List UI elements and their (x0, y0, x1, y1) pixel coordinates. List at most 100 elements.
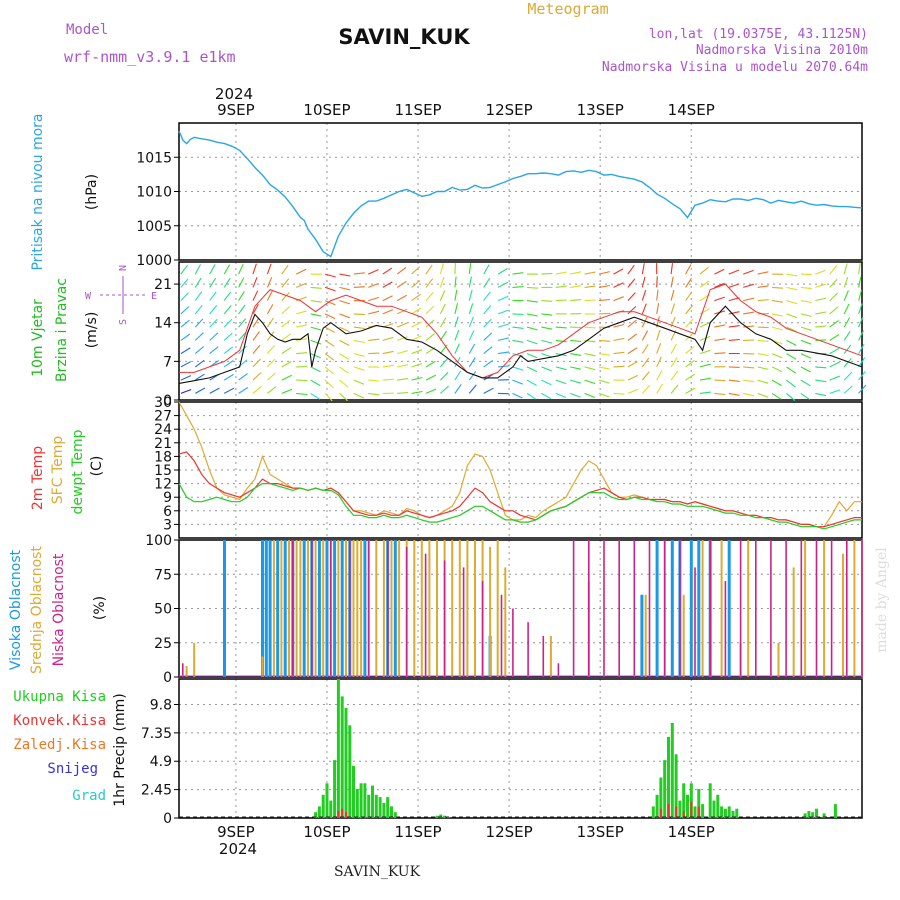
wind-arrow (598, 392, 610, 398)
low-cloud-bar (572, 540, 575, 677)
y-tick-label: 9 (163, 490, 172, 506)
wind-arrow (411, 321, 422, 328)
wind-arrow (497, 309, 509, 315)
mid-cloud-bar (337, 540, 340, 677)
wind-arrow (641, 344, 649, 354)
wind-arrow (512, 339, 524, 343)
wind-arrow (324, 273, 336, 278)
wind-arrow (714, 352, 726, 355)
wind-arrow (584, 353, 596, 357)
wind-arrow (296, 392, 308, 396)
wind-arrow (281, 264, 289, 275)
wind-arrow (656, 370, 663, 381)
low-cloud-bar (724, 581, 727, 677)
wind-arrow (512, 379, 523, 385)
wind-arrow (310, 366, 321, 373)
wind-arrow (295, 282, 307, 288)
wind-arrow (714, 379, 726, 382)
wind-arrow (786, 392, 796, 402)
wind-arrow (439, 330, 447, 341)
wind-arrow (252, 331, 260, 341)
model-name: wrf-nmm_v3.9.1 e1km (64, 48, 236, 66)
top-date-label: 9SEP (217, 101, 255, 119)
wind-arrow (223, 291, 232, 301)
high-cloud-bar (223, 540, 226, 677)
wind-arrow (771, 313, 783, 317)
wind-arrow (425, 388, 437, 394)
convective-bar (690, 801, 693, 818)
wind-arrow (757, 339, 769, 343)
wind-arrow (641, 263, 645, 275)
wind-arrow (497, 281, 509, 288)
rain-bar (386, 797, 390, 818)
wind-arrow (439, 358, 449, 368)
wind-arrow (670, 370, 679, 381)
wind-arrow (670, 289, 675, 301)
wind-arrow (627, 347, 638, 355)
rain-bar (667, 736, 670, 818)
low-cloud-bar (557, 663, 560, 677)
wind-arrow (685, 359, 695, 368)
wind-arrow (641, 316, 648, 328)
wind-arrow (483, 360, 494, 368)
mid-cloud-bar (375, 540, 378, 677)
wind-arrow (829, 333, 840, 341)
wind-arrow (541, 379, 552, 386)
wind-arrow (843, 344, 852, 354)
wind-arrow (180, 292, 189, 301)
wind-arrow (209, 264, 216, 275)
wind-arrow (425, 292, 434, 301)
y-tick-label: 15 (154, 463, 172, 479)
wind-arrow (194, 373, 205, 381)
wind-arrow (454, 263, 456, 275)
wind-arrow (728, 269, 740, 275)
mid-cloud-bar (382, 540, 385, 677)
y-tick-label: 1000 (136, 253, 172, 269)
wind-arrow (786, 313, 797, 319)
wind-arrow (685, 332, 694, 341)
mid-cloud-bar (747, 540, 750, 677)
wind-arrow (699, 377, 711, 381)
wind-arrow (382, 364, 394, 368)
rain-bar (344, 708, 348, 818)
wind-arrow (209, 387, 220, 394)
wind-arrow (454, 343, 460, 354)
rain-bar (655, 794, 659, 818)
model-label: Model (66, 22, 108, 38)
y-tick-label: 100 (145, 533, 172, 549)
wind-arrow (339, 313, 350, 319)
wind-arrow (714, 338, 726, 341)
panel-frame (178, 678, 863, 819)
wind-arrow (699, 266, 709, 275)
wind-arrow (526, 339, 538, 345)
low-cloud-bar (694, 567, 696, 677)
wind-arrow (613, 392, 625, 395)
wind-arrow (555, 271, 567, 275)
rain-bar (735, 808, 739, 818)
wind-arrow (772, 286, 784, 289)
wind-arrow (670, 357, 678, 368)
low-cloud-bar (462, 567, 465, 677)
wind-arrow (800, 300, 812, 304)
wind-arrow (757, 379, 769, 384)
mid-cloud-bar (549, 635, 552, 677)
panel-precip: 0 2.45 4.9 7.35 9.8 (141, 678, 863, 827)
convective-bar (675, 806, 678, 818)
bottom-year-label: 2024 (219, 840, 257, 858)
wind-arrow (815, 311, 827, 315)
rain-bar (393, 812, 397, 818)
mid-cloud-bar (853, 540, 856, 677)
wind-arrow (699, 308, 710, 315)
wind-arrow (858, 303, 863, 315)
wind-arrow (743, 311, 755, 315)
wind-arrow (324, 286, 336, 292)
wind-arrow (382, 295, 393, 302)
y-tick-label: 21 (154, 277, 172, 293)
high-cloud-bar (393, 540, 397, 677)
cloud-unit: (%) (92, 596, 108, 620)
wind-arrow (194, 332, 204, 341)
wind-arrow (339, 366, 349, 374)
wind-arrow (281, 374, 292, 381)
wind-arrow (468, 303, 474, 315)
